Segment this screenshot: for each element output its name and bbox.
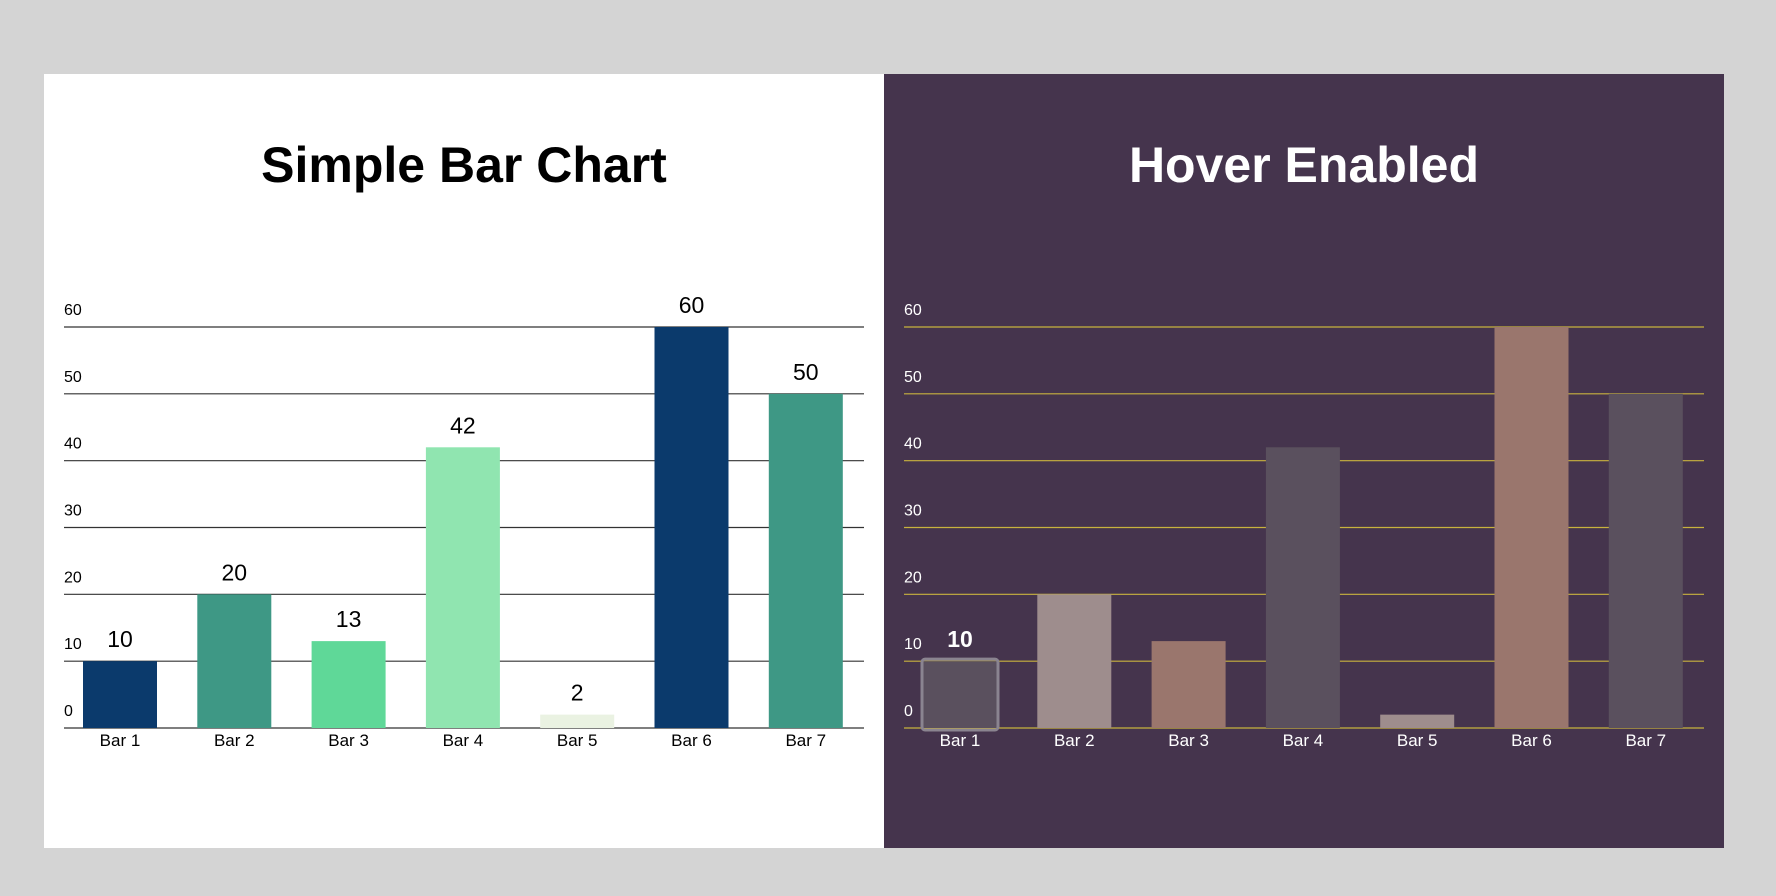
- y-tick-label: 30: [64, 503, 82, 520]
- bar[interactable]: [311, 641, 386, 728]
- x-tick-label: Bar 2: [1054, 731, 1095, 750]
- y-tick-label: 20: [904, 569, 922, 586]
- y-tick-label: 20: [64, 569, 82, 586]
- x-tick-label: Bar 2: [214, 731, 255, 750]
- chart-title: Hover Enabled: [1128, 137, 1480, 193]
- x-tick-label: Bar 1: [100, 731, 141, 750]
- bar[interactable]: [197, 594, 272, 728]
- data-label: 60: [679, 292, 705, 318]
- x-tick-label: Bar 4: [1283, 731, 1324, 750]
- data-label: 10: [107, 626, 133, 652]
- data-label: 50: [793, 359, 819, 385]
- bar[interactable]: [83, 661, 157, 728]
- bar[interactable]: [654, 327, 729, 728]
- x-tick-label: Bar 6: [671, 731, 712, 750]
- x-tick-label: Bar 1: [940, 731, 981, 750]
- data-label: 20: [222, 559, 248, 585]
- x-tick-label: Bar 3: [1168, 731, 1209, 750]
- x-tick-label: Bar 7: [1625, 731, 1666, 750]
- x-tick-label: Bar 6: [1511, 731, 1552, 750]
- bar[interactable]: [1608, 393, 1683, 728]
- data-label: 13: [336, 606, 362, 632]
- bar-chart-svg: 0 10 20 30 40 50 60 Bar 1 Bar 2 Bar 3 Bar 4 Bar 5 Ba…: [904, 302, 1704, 750]
- y-tick-label: 40: [904, 436, 922, 453]
- y-tick-label: 30: [904, 503, 922, 520]
- y-tick-label: 50: [64, 369, 82, 386]
- bar[interactable]: [1037, 594, 1112, 728]
- hover-value-label: 10: [947, 626, 973, 652]
- y-tick-label: 60: [904, 302, 922, 319]
- y-tick-label: 60: [64, 302, 82, 319]
- hover-enabled-chart-panel: Hover Enabled 0 10 20 30 40 50 60 Bar 1 Bar 2 Bar…: [884, 74, 1724, 848]
- y-tick-label: 0: [904, 703, 913, 720]
- y-tick-label: 10: [64, 636, 82, 653]
- bar[interactable]: [540, 714, 615, 728]
- bar[interactable]: [1265, 447, 1340, 728]
- bar-chart-svg: 0 10 20 30 40 50 60 Bar 1 10 Bar 2 20 Bar 3 13 Bar 4 4…: [64, 292, 864, 750]
- bar[interactable]: [1380, 714, 1455, 728]
- bar[interactable]: [425, 447, 500, 728]
- y-tick-label: 10: [904, 636, 922, 653]
- y-tick-label: 0: [64, 703, 73, 720]
- simple-bar-chart-panel: Simple Bar Chart 0 10 20 30 40 50 60 Bar 1 10 Bar…: [44, 74, 884, 848]
- chart-title: Simple Bar Chart: [261, 137, 667, 193]
- bar[interactable]: [923, 661, 997, 728]
- x-tick-label: Bar 5: [1397, 731, 1438, 750]
- y-tick-label: 40: [64, 436, 82, 453]
- x-tick-label: Bar 4: [443, 731, 484, 750]
- data-label: 2: [571, 680, 584, 706]
- bar[interactable]: [1151, 641, 1226, 728]
- data-label: 42: [450, 412, 476, 438]
- x-tick-label: Bar 3: [328, 731, 369, 750]
- bar[interactable]: [1494, 327, 1569, 728]
- x-tick-label: Bar 7: [785, 731, 826, 750]
- bar[interactable]: [768, 393, 843, 728]
- hover-highlight: [920, 657, 1000, 732]
- x-tick-label: Bar 5: [557, 731, 598, 750]
- y-tick-label: 50: [904, 369, 922, 386]
